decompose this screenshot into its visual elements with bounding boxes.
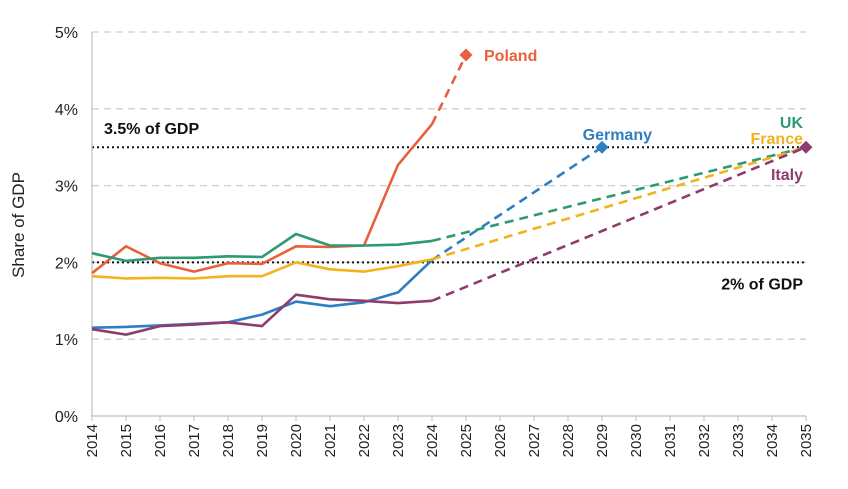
y-tick-label: 4%: [55, 102, 78, 119]
x-tick-label: 2014: [84, 424, 101, 457]
series-label-germany: Germany: [583, 127, 652, 144]
x-tick-label: 2020: [288, 424, 305, 457]
series-line-italy: [91, 293, 433, 336]
series-projection-uk: [431, 145, 807, 243]
series-marker-italy: [799, 140, 813, 154]
x-tick-label: 2016: [152, 424, 169, 457]
reference-label: 2% of GDP: [721, 276, 803, 293]
reference-label: 3.5% of GDP: [104, 121, 199, 138]
x-tick-label: 2030: [628, 424, 645, 457]
y-tick-label: 0%: [55, 409, 78, 426]
y-tick-label: 2%: [55, 255, 78, 272]
series-label-italy: Italy: [771, 167, 803, 184]
series-projection-france: [431, 145, 807, 261]
series-label-france: France: [751, 131, 804, 148]
x-tick-label: 2024: [424, 424, 441, 457]
x-tick-label: 2023: [390, 424, 407, 457]
x-tick-label: 2028: [560, 424, 577, 457]
x-tick-label: 2022: [356, 424, 373, 457]
x-tick-label: 2027: [526, 424, 543, 457]
series-marker-poland: [459, 48, 473, 62]
series-line-france: [91, 258, 433, 280]
series-marker-germany: [595, 140, 609, 154]
y-tick-label: 3%: [55, 179, 78, 196]
x-tick-label: 2015: [118, 424, 135, 457]
y-tick-label: 1%: [55, 332, 78, 349]
y-axis-label: Share of GDP: [9, 172, 28, 278]
x-tick-label: 2034: [764, 424, 781, 457]
x-tick-label: 2032: [696, 424, 713, 457]
series-label-poland: Poland: [484, 48, 537, 65]
axes: 0% 1% 2% 3% 4% 5% 2014 2015 2016 2017 2018 2019 2020…: [55, 25, 815, 457]
x-tick-label: 2018: [220, 424, 237, 457]
x-tick-label: 2025: [458, 424, 475, 457]
x-tick-label: 2035: [798, 424, 815, 457]
series-lines: [91, 48, 813, 336]
series-line-germany: [91, 259, 433, 329]
x-tick-label: 2021: [322, 424, 339, 457]
x-tick-label: 2026: [492, 424, 509, 457]
y-tick-label: 5%: [55, 25, 78, 42]
series-label-uk: UK: [780, 115, 804, 132]
series-line-uk: [91, 232, 433, 263]
series-projection-italy: [431, 145, 807, 303]
x-tick-label: 2017: [186, 424, 203, 457]
x-tick-label: 2033: [730, 424, 747, 457]
x-tick-label: 2029: [594, 424, 611, 457]
series-projection-germany: [431, 146, 603, 262]
series-projection-poland: [430, 54, 468, 125]
reference-lines: 3.5% of GDP 2% of GDP: [92, 121, 806, 293]
x-tick-label: 2031: [662, 424, 679, 457]
x-tick-label: 2019: [254, 424, 271, 457]
